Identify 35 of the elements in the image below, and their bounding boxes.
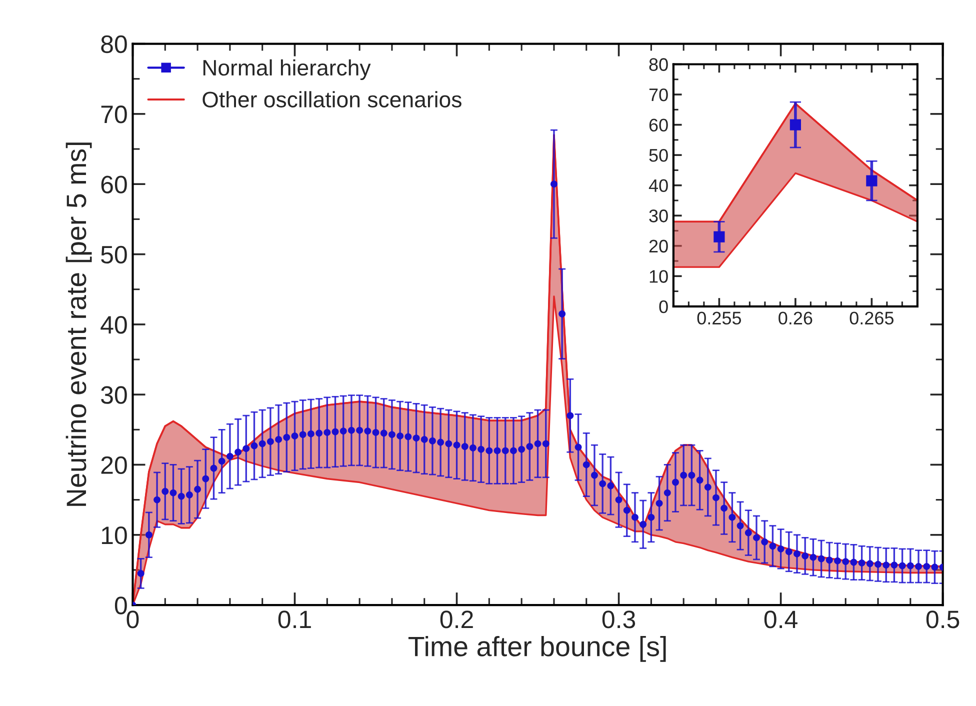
y-tick-label: 50 xyxy=(649,148,668,162)
y-tick-label: 60 xyxy=(649,118,668,132)
y-tick-label: 0 xyxy=(659,300,668,314)
x-axis-title: Time after bounce [s] xyxy=(408,636,666,662)
x-tick-label: 0.2 xyxy=(440,610,473,628)
x-tick-label: 0.5 xyxy=(926,610,960,628)
point xyxy=(866,175,878,186)
y-tick-label: 70 xyxy=(101,106,127,124)
y-tick-label: 80 xyxy=(101,35,127,54)
line-series xyxy=(673,102,918,223)
y-tick-label: 10 xyxy=(102,526,127,544)
x-tick-label: 0.1 xyxy=(278,610,311,628)
y-tick-label: 20 xyxy=(649,240,668,253)
x-tick-label: 0 xyxy=(126,610,139,628)
x-tick-label: 0.3 xyxy=(602,610,636,628)
x-tick-label: 0.26 xyxy=(778,312,812,325)
y-tick-label: 40 xyxy=(100,316,127,334)
y-tick-label: 0 xyxy=(114,596,127,614)
y-tick-label: 10 xyxy=(650,270,668,283)
y-tick-label: 30 xyxy=(101,386,127,404)
legend-label: Normal hierarchy xyxy=(203,59,371,80)
x-tick-label: 0.4 xyxy=(764,610,798,628)
point xyxy=(790,119,801,130)
y-tick-label: 20 xyxy=(101,456,127,474)
y-tick-label: 30 xyxy=(649,210,668,222)
y-tick-label: 50 xyxy=(101,246,127,264)
y-tick-label: 70 xyxy=(649,88,668,102)
legend-label: Other oscillation scenarios xyxy=(202,91,462,108)
point xyxy=(714,231,725,242)
y-axis-title: Neutrino event rate [per 5 ms] xyxy=(66,142,92,506)
x-tick-label: 0.255 xyxy=(697,312,742,325)
y-tick-label: 40 xyxy=(648,179,668,192)
x-tick-label: 0.265 xyxy=(850,312,894,325)
y-tick-label: 60 xyxy=(101,176,127,194)
y-tick-label: 80 xyxy=(649,58,668,71)
